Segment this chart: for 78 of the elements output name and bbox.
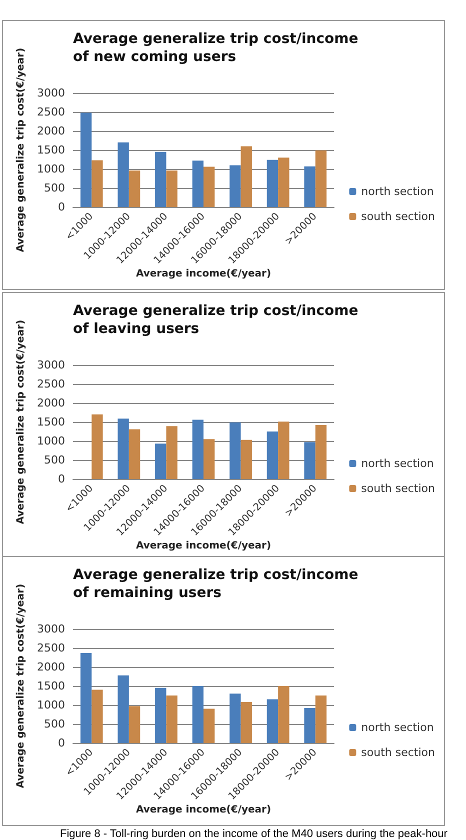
bar xyxy=(166,170,178,207)
y-axis-title: Average generalize trip cost(€/year) xyxy=(16,48,27,252)
bar xyxy=(315,696,327,743)
bar xyxy=(304,708,316,743)
y-tick-label: 1000 xyxy=(37,162,65,176)
y-tick-label: 2500 xyxy=(37,642,65,654)
y-tick-label: 1000 xyxy=(37,698,65,712)
bar xyxy=(166,426,178,479)
legend-label: north section xyxy=(361,457,434,470)
y-tick-label: 2500 xyxy=(37,106,65,118)
y-axis-title: Average generalize trip cost(€/year) xyxy=(16,584,27,788)
y-tick-label: 2000 xyxy=(37,124,65,138)
bar xyxy=(266,699,278,743)
bar xyxy=(304,166,316,207)
legend-label: south section xyxy=(361,746,436,759)
bar xyxy=(192,160,204,207)
bar xyxy=(230,165,241,207)
x-axis-title: Average income(€/year) xyxy=(136,804,272,816)
bar xyxy=(80,112,92,207)
bar xyxy=(128,429,140,479)
bar xyxy=(278,158,290,207)
caption: Figure 8 - Toll-ring burden on the income of the M40 users during the peak-hour xyxy=(60,828,448,840)
chart-title: Average generalize trip cost/income of remaining users xyxy=(73,567,364,601)
y-tick-label: 1000 xyxy=(37,434,65,448)
bar xyxy=(204,439,215,479)
y-tick-label: 0 xyxy=(58,472,65,486)
y-axis-title: Average generalize trip cost(€/year) xyxy=(16,320,27,524)
bar xyxy=(266,432,278,479)
y-tick-label: 2000 xyxy=(37,396,65,410)
bar xyxy=(118,418,129,479)
legend-label: north section xyxy=(361,721,434,734)
chart-title: Average generalize trip cost/income of new coming users xyxy=(73,31,364,65)
bar xyxy=(315,425,327,479)
x-axis-title: Average income(€/year) xyxy=(136,268,272,280)
bar xyxy=(155,152,166,207)
bar xyxy=(92,160,103,207)
x-axis-title: Average income(€/year) xyxy=(136,540,272,552)
y-tick-label: 0 xyxy=(58,736,65,750)
bar xyxy=(240,440,252,479)
bar xyxy=(204,708,215,743)
legend-label: north section xyxy=(361,185,434,198)
y-tick-label: 3000 xyxy=(37,358,65,372)
y-tick-label: 3000 xyxy=(37,86,65,100)
bar xyxy=(80,652,92,743)
y-tick-label: 3000 xyxy=(37,622,65,636)
chart-title: Average generalize trip cost/income of leaving users xyxy=(73,303,364,337)
y-tick-label: 0 xyxy=(58,200,65,214)
bar xyxy=(230,422,241,479)
bar xyxy=(240,702,252,743)
bar xyxy=(166,696,178,743)
y-tick-label: 2500 xyxy=(37,378,65,390)
y-tick-label: 1500 xyxy=(37,680,65,692)
y-tick-label: 1500 xyxy=(37,416,65,428)
bar xyxy=(315,150,327,207)
bar xyxy=(118,675,129,743)
y-tick-label: 1500 xyxy=(37,144,65,156)
bar xyxy=(155,688,166,743)
legend-label: south section xyxy=(361,482,436,495)
bar xyxy=(230,694,241,743)
bar xyxy=(266,160,278,207)
bar xyxy=(278,686,290,743)
bar xyxy=(240,146,252,207)
bar xyxy=(304,442,316,479)
bar xyxy=(155,444,166,479)
bar xyxy=(128,170,140,207)
bar xyxy=(192,420,204,479)
y-tick-label: 2000 xyxy=(37,660,65,674)
legend-label: south section xyxy=(361,210,436,223)
bar xyxy=(128,706,140,743)
bar xyxy=(278,422,290,479)
bar xyxy=(204,166,215,207)
bar xyxy=(118,142,129,207)
y-tick-label: 500 xyxy=(44,182,65,194)
bar xyxy=(192,686,204,743)
bar xyxy=(92,414,103,479)
y-tick-label: 500 xyxy=(44,718,65,730)
y-tick-label: 500 xyxy=(44,454,65,466)
bar xyxy=(92,690,103,743)
